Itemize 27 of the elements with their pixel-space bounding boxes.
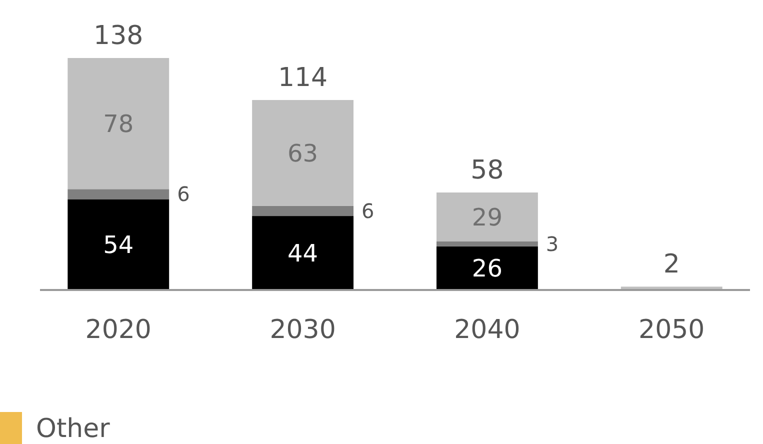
x-tick-label: 2040 <box>454 315 520 345</box>
bar <box>68 58 170 190</box>
bar <box>436 241 538 246</box>
data-label: 63 <box>288 139 318 168</box>
bar <box>252 206 354 216</box>
data-label: 29 <box>472 203 502 232</box>
data-label: 78 <box>103 110 134 138</box>
total-label: 2 <box>663 250 680 280</box>
data-label: 54 <box>103 231 134 260</box>
total-label: 114 <box>278 63 328 94</box>
bar <box>436 192 538 242</box>
total-label: 58 <box>470 155 504 186</box>
data-label: 26 <box>472 254 502 283</box>
x-tick-label: 2020 <box>85 315 152 345</box>
bar <box>252 100 354 206</box>
data-label: 6 <box>177 182 190 206</box>
x-tick-label: 2030 <box>270 315 336 345</box>
bar <box>436 246 538 290</box>
data-label: 6 <box>362 198 374 223</box>
bar <box>68 189 170 200</box>
bar <box>68 199 170 290</box>
bar <box>252 216 354 290</box>
data-label: 3 <box>546 232 559 256</box>
data-label: 44 <box>288 239 318 268</box>
total-label: 138 <box>94 21 144 51</box>
x-tick-label: 2050 <box>638 315 705 345</box>
legend-label: Other <box>36 414 110 444</box>
